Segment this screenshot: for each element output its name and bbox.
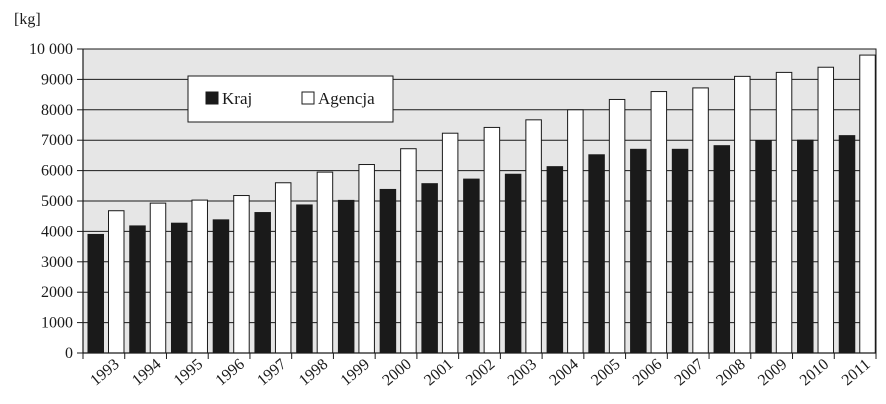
bar-agencja-2009 <box>775 71 793 354</box>
y-tick-label: 8000 <box>41 102 73 119</box>
x-tick-label: 2003 <box>505 356 540 390</box>
bar-kraj-2010 <box>797 139 814 354</box>
x-tick-label: 2007 <box>672 356 707 390</box>
bar-agencja-1997 <box>274 182 292 354</box>
x-tick-label: 2009 <box>755 356 790 390</box>
bar-kraj-2007 <box>671 148 689 354</box>
y-tick-label: 4000 <box>41 223 73 240</box>
y-axis-unit-label: [kg] <box>14 11 41 28</box>
bar-agencja-2004 <box>567 109 584 354</box>
y-tick-label: 10 000 <box>29 41 73 58</box>
x-tick-label: 2004 <box>546 356 581 390</box>
x-tick-label: 1997 <box>254 356 289 390</box>
x-tick-label: 2005 <box>588 356 623 390</box>
bar-kraj-1998 <box>296 204 313 354</box>
x-tick-label: 2008 <box>713 356 748 390</box>
bar-kraj-2002 <box>463 178 480 354</box>
y-tick-label: 9000 <box>41 71 73 88</box>
legend-label-kraj: Kraj <box>222 89 252 108</box>
y-tick-label: 6000 <box>41 163 73 180</box>
bar-kraj-1997 <box>254 212 271 354</box>
bar-agencja-2006 <box>650 91 668 354</box>
bar-kraj-1994 <box>129 225 146 354</box>
bar-kraj-2005 <box>588 154 605 354</box>
bar-kraj-1999 <box>337 199 355 354</box>
y-tick-label: 0 <box>65 345 73 362</box>
bar-agencja-2003 <box>525 119 542 354</box>
legend-box <box>187 75 394 123</box>
y-tick-label: 2000 <box>41 284 73 301</box>
x-tick-label: 1995 <box>171 356 206 390</box>
bar-kraj-2001 <box>421 183 438 354</box>
x-tick-label: 2010 <box>797 356 832 390</box>
bar-agencja-2007 <box>692 87 709 354</box>
bar-kraj-1993 <box>87 233 104 354</box>
bar-agencja-1999 <box>358 164 375 354</box>
bar-kraj-1996 <box>212 219 230 354</box>
bar-kraj-2003 <box>504 173 522 354</box>
bar-kraj-2011 <box>838 135 856 354</box>
y-tick-label: 3000 <box>41 254 73 271</box>
bar-kraj-1995 <box>170 222 188 354</box>
bar-agencja-1996 <box>233 195 250 354</box>
bar-agencja-2011 <box>859 54 876 354</box>
x-tick-label: 1999 <box>338 356 373 390</box>
x-tick-label: 2011 <box>839 356 874 389</box>
y-tick-label: 1000 <box>41 315 73 332</box>
x-tick-label: 1994 <box>129 356 164 390</box>
bar-agencja-2001 <box>441 132 459 354</box>
legend-label-agencja: Agencja <box>318 89 375 108</box>
bar-agencja-1994 <box>149 202 167 354</box>
x-tick-label: 1996 <box>212 356 247 390</box>
bar-agencja-2005 <box>608 98 626 354</box>
bar-kraj-2006 <box>630 148 647 354</box>
x-tick-label: 2000 <box>379 356 414 390</box>
bar-agencja-1998 <box>316 171 334 354</box>
bar-agencja-1995 <box>191 199 208 354</box>
bar-kraj-2008 <box>713 145 731 354</box>
legend-swatch-kraj <box>205 91 219 105</box>
x-tick-label: 2006 <box>630 356 665 390</box>
bar-agencja-2008 <box>734 75 751 354</box>
x-tick-label: 1993 <box>87 356 122 390</box>
y-tick-label: 5000 <box>41 193 73 210</box>
legend-swatch-agencja <box>301 91 315 105</box>
x-tick-label: 2001 <box>421 356 456 390</box>
y-tick-label: 7000 <box>41 132 73 149</box>
x-tick-label: 1998 <box>296 356 331 390</box>
bar-agencja-2000 <box>400 148 417 354</box>
bar-kraj-2009 <box>755 140 772 354</box>
bar-kraj-2004 <box>546 166 564 354</box>
x-tick-label: 2002 <box>463 356 498 390</box>
bar-agencja-2010 <box>817 66 835 354</box>
bar-agencja-2002 <box>483 126 501 354</box>
bar-agencja-1993 <box>108 210 125 354</box>
bar-kraj-2000 <box>379 188 397 354</box>
